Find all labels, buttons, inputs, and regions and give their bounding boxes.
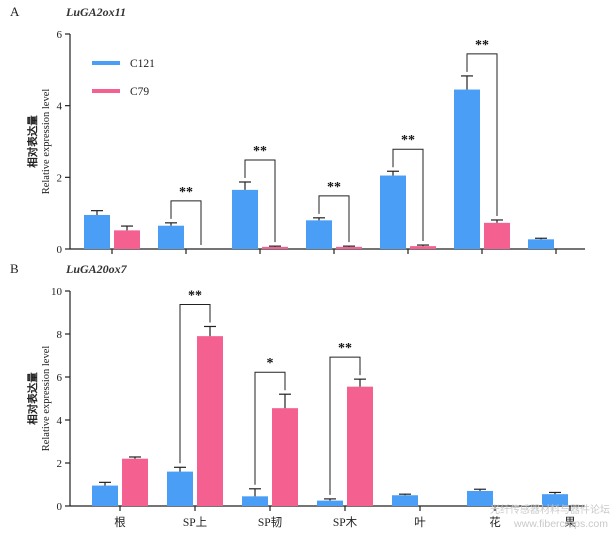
panel-b-bar-c121 [242,496,268,506]
panel-b-y-tick-label: 8 [57,329,63,341]
panel-a-bar-c121 [454,89,480,250]
panel-a-significance-bracket [466,53,498,216]
panel-a-significance-bracket [170,200,202,245]
panel-b-x-tick-label: 叶 [414,516,426,529]
panel-a-significance-bracket [244,159,276,243]
panel-a-significance-bracket [318,195,350,243]
panel-a-y-axis-title-en: Relative expression level [41,89,52,195]
panel-b-x-tick-label: SP木 [333,516,358,529]
panel-b-x-tick-label: 根 [114,515,126,529]
panel-b-bar-c79 [347,386,373,506]
panel-a-bar-c79 [484,222,510,249]
panel-a-bar-c79 [336,246,362,249]
panel-a-y-tick-label: 2 [57,172,63,184]
panel-b-significance-label: * [267,356,274,371]
panel-a-bar-c79 [410,246,436,249]
panel-a-label: A [10,4,20,19]
panel-a-significance-label: ** [401,133,415,148]
panel-b-label: B [10,261,19,276]
panel-b-bar-c79 [122,458,148,506]
panel-b-y-axis-title-cn: 相对表达量 [26,372,39,425]
panel-a-bar-c121 [158,225,184,249]
panel-b-y-tick-label: 6 [57,372,63,384]
panel-b-y-axis-title-en: Relative expression level [41,346,52,452]
panel-b-title: LuGA20ox7 [65,262,128,276]
panel-a-y-tick-label: 6 [57,29,63,41]
panel-a-significance-label: ** [475,38,489,53]
panel-b-y-axis-title: 相对表达量 Relative expression level [26,346,52,452]
panel-b-bar-c121 [467,490,493,506]
panel-a-significance-label: ** [253,144,267,159]
panel-a-bar-c121 [84,214,110,249]
panel-b-x-tick-label: 花 [489,516,501,529]
panel-a-significance-label: ** [179,185,193,200]
panel-b-significance-label: ** [338,341,352,356]
panel-a-bar-c121 [380,175,406,249]
panel-b-bar-c79 [197,336,223,506]
panel-b-y-tick-label: 10 [51,286,63,298]
panel-b-significance-bracket [254,371,286,485]
panel-b-y-tick-label: 4 [57,415,63,427]
watermark-line1: 光纤传感器材料与器件论坛 [490,503,610,516]
panel-b-bar-c121 [392,495,418,506]
panel-b-significance-label: ** [188,288,202,303]
panel-b-bar-c121 [317,500,343,506]
panel-a-y-axis-title: 相对表达量 Relative expression level [26,89,52,195]
panel-b-bar-c79 [272,408,298,506]
panel-a-y-tick-label: 0 [57,244,63,256]
panel-a-y-tick-label: 4 [57,101,63,113]
panel-b-bar-c121 [92,485,118,506]
panel-b-x-tick-label: SP上 [183,516,207,529]
panel-a-significance-label: ** [327,180,341,195]
watermark-line2: www.fibercrops.com [513,518,608,530]
panel-a-title: LuGA2ox11 [65,5,126,19]
panel-b-significance-bracket [329,356,361,495]
panel-b-significance-bracket [179,303,211,464]
panel-b-x-tick-label: 果 [564,516,576,529]
panel-b-y-tick-label: 0 [57,501,63,513]
panel-a-legend-label-c121: C121 [130,58,155,70]
panel-a-bar-c121 [306,220,332,249]
panel-b-bar-c121 [542,494,568,506]
panel-b-bar-c121 [167,471,193,506]
panel-a-bar-c121 [232,189,258,249]
panel-b-y-tick-label: 2 [57,458,63,470]
panel-a-legend-label-c79: C79 [130,86,149,98]
panel-a-bar-c79 [262,246,288,249]
panel-a-y-axis-title-cn: 相对表达量 [26,115,39,168]
panel-a-bar-c121 [528,239,554,249]
panel-a-bar-c79 [114,230,140,249]
panel-a-significance-bracket [392,148,424,242]
panel-b-x-tick-label: SP韧 [258,516,282,529]
